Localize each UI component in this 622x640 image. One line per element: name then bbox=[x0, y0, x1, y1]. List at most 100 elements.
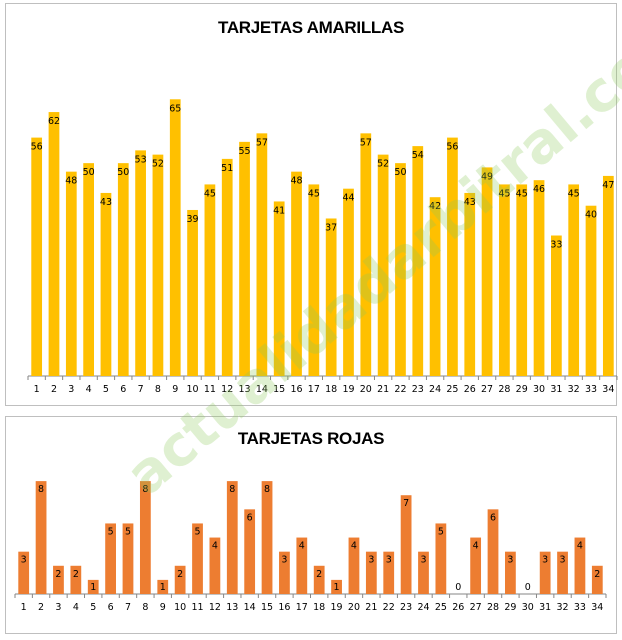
x-tick-label: 21 bbox=[365, 602, 377, 613]
bar bbox=[464, 192, 476, 376]
data-label: 53 bbox=[135, 154, 147, 165]
data-label: 8 bbox=[38, 484, 44, 495]
x-tick-label: 20 bbox=[348, 602, 360, 613]
data-label: 51 bbox=[221, 163, 233, 174]
x-tick-label: 11 bbox=[204, 384, 216, 395]
x-tick-label: 4 bbox=[73, 602, 79, 613]
bar bbox=[487, 509, 499, 594]
bar bbox=[105, 523, 116, 594]
data-label: 57 bbox=[360, 137, 372, 148]
bar bbox=[365, 551, 377, 594]
bar bbox=[383, 551, 395, 594]
x-tick-label: 11 bbox=[191, 602, 203, 613]
x-tick-label: 9 bbox=[172, 384, 178, 395]
bar bbox=[418, 551, 429, 594]
x-tick-label: 6 bbox=[120, 384, 126, 395]
bar bbox=[273, 201, 285, 376]
red-cards-plot: 3182232415565788192105114128136148153164… bbox=[14, 481, 607, 613]
x-tick-label: 34 bbox=[591, 602, 603, 613]
x-tick-label: 15 bbox=[261, 602, 273, 613]
bar bbox=[308, 184, 320, 376]
bar bbox=[325, 218, 337, 376]
x-tick-label: 27 bbox=[481, 384, 493, 395]
x-tick-label: 10 bbox=[174, 602, 186, 613]
data-label: 44 bbox=[342, 193, 354, 204]
x-tick-label: 17 bbox=[308, 384, 320, 395]
x-tick-label: 25 bbox=[446, 384, 458, 395]
data-label: 65 bbox=[169, 103, 181, 114]
data-label: 5 bbox=[125, 526, 131, 537]
bar bbox=[568, 184, 580, 376]
x-tick-label: 1 bbox=[21, 602, 27, 613]
bar bbox=[139, 481, 151, 594]
data-label: 2 bbox=[73, 569, 79, 580]
x-tick-label: 30 bbox=[522, 602, 534, 613]
data-label: 3 bbox=[368, 555, 374, 566]
bar bbox=[192, 523, 203, 594]
x-tick-label: 25 bbox=[435, 602, 447, 613]
data-label: 6 bbox=[490, 512, 496, 523]
x-tick-label: 23 bbox=[400, 602, 412, 613]
data-label: 45 bbox=[498, 188, 510, 199]
data-label: 54 bbox=[412, 150, 424, 161]
bar bbox=[591, 565, 603, 594]
x-tick-label: 3 bbox=[68, 384, 74, 395]
x-tick-label: 24 bbox=[417, 602, 429, 613]
bar bbox=[435, 523, 447, 594]
data-label: 33 bbox=[550, 240, 562, 251]
bar bbox=[516, 184, 528, 376]
x-tick-label: 30 bbox=[533, 384, 545, 395]
x-tick-label: 29 bbox=[504, 602, 516, 613]
data-label: 45 bbox=[516, 188, 528, 199]
data-label: 45 bbox=[204, 188, 216, 199]
bar bbox=[585, 205, 597, 376]
bar bbox=[557, 551, 568, 594]
x-tick-label: 5 bbox=[103, 384, 109, 395]
x-tick-label: 32 bbox=[568, 384, 580, 395]
x-tick-label: 10 bbox=[187, 384, 199, 395]
x-tick-label: 19 bbox=[331, 602, 343, 613]
bar bbox=[313, 565, 325, 594]
x-tick-label: 3 bbox=[55, 602, 61, 613]
x-tick-label: 23 bbox=[412, 384, 424, 395]
data-label: 3 bbox=[542, 555, 548, 566]
data-label: 43 bbox=[100, 197, 112, 208]
data-label: 1 bbox=[160, 582, 166, 593]
data-label: 3 bbox=[386, 555, 392, 566]
bar bbox=[221, 158, 233, 376]
x-tick-label: 26 bbox=[452, 602, 464, 613]
data-label: 46 bbox=[533, 184, 545, 195]
bar bbox=[226, 481, 238, 594]
data-label: 4 bbox=[212, 541, 218, 552]
x-tick-label: 17 bbox=[296, 602, 308, 613]
x-tick-label: 28 bbox=[498, 384, 510, 395]
data-label: 2 bbox=[316, 569, 322, 580]
bar bbox=[117, 163, 129, 376]
red-cards-chart-panel: TARJETAS ROJAS 3 1 8 2 2 3 2 4 1 5 5 6 5 7 8 8 1 9 2 10 5 11 4… bbox=[5, 416, 617, 634]
bar bbox=[360, 133, 372, 376]
x-tick-label: 18 bbox=[313, 602, 325, 613]
data-label: 47 bbox=[602, 180, 614, 191]
bar bbox=[377, 154, 389, 376]
data-label: 3 bbox=[21, 555, 27, 566]
bar bbox=[400, 495, 412, 594]
data-label: 49 bbox=[481, 171, 493, 182]
bar bbox=[135, 150, 146, 376]
data-label: 3 bbox=[420, 555, 426, 566]
data-label: 4 bbox=[299, 541, 305, 552]
bar bbox=[412, 146, 424, 376]
data-label: 4 bbox=[351, 541, 357, 552]
bar bbox=[35, 481, 47, 594]
bar bbox=[533, 180, 545, 376]
x-tick-label: 13 bbox=[238, 384, 250, 395]
bar bbox=[70, 565, 82, 594]
data-label: 50 bbox=[83, 167, 95, 178]
bar bbox=[65, 171, 77, 376]
bar bbox=[291, 171, 302, 376]
bar bbox=[209, 537, 221, 594]
data-label: 3 bbox=[560, 555, 566, 566]
data-label: 52 bbox=[377, 159, 389, 170]
data-label: 0 bbox=[455, 582, 461, 593]
data-label: 8 bbox=[229, 484, 235, 495]
data-label: 45 bbox=[308, 188, 320, 199]
